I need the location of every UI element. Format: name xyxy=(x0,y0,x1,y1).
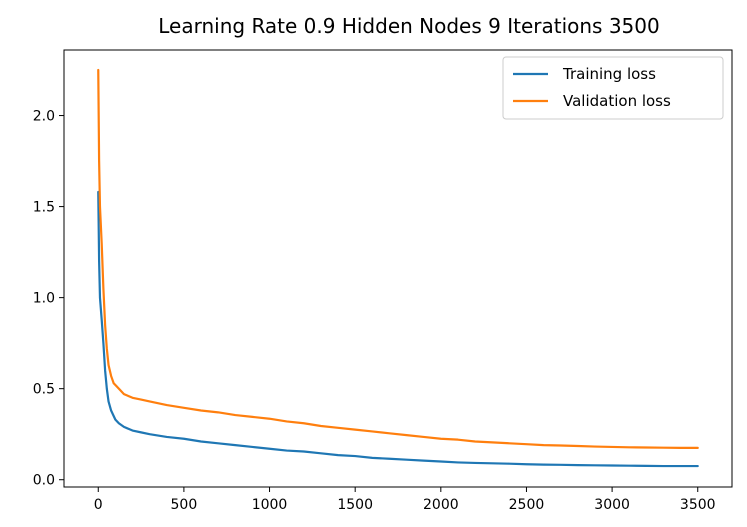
y-tick-label: 2.0 xyxy=(33,109,55,125)
chart-title: Learning Rate 0.9 Hidden Nodes 9 Iterati… xyxy=(158,14,659,38)
plot-area xyxy=(97,68,699,468)
series-line-validation-loss xyxy=(97,68,699,449)
legend-box xyxy=(502,56,724,120)
y-tick-label: 0.0 xyxy=(33,473,55,489)
series-line-training-loss xyxy=(97,190,699,468)
x-tick-label: 3000 xyxy=(594,497,630,513)
x-tick-label: 2000 xyxy=(423,497,459,513)
legend-label: Training loss xyxy=(562,65,656,83)
x-tick-label: 3500 xyxy=(680,497,716,513)
x-tick-label: 0 xyxy=(94,497,103,513)
axis-ticks: 0 500 1000 1500 2000 2500 3000 3500 0.0 0.5 1.0 1.5… xyxy=(33,109,716,513)
legend: Training loss Validation loss xyxy=(502,56,724,120)
x-tick-label: 1500 xyxy=(337,497,373,513)
y-tick-label: 1.0 xyxy=(33,291,55,307)
legend-label: Validation loss xyxy=(563,92,671,110)
y-tick-label: 1.5 xyxy=(33,200,55,216)
axes-frame xyxy=(63,49,733,488)
x-tick-label: 2500 xyxy=(509,497,545,513)
x-tick-label: 500 xyxy=(171,497,198,513)
y-tick-label: 0.5 xyxy=(33,382,55,398)
x-tick-label: 1000 xyxy=(252,497,288,513)
